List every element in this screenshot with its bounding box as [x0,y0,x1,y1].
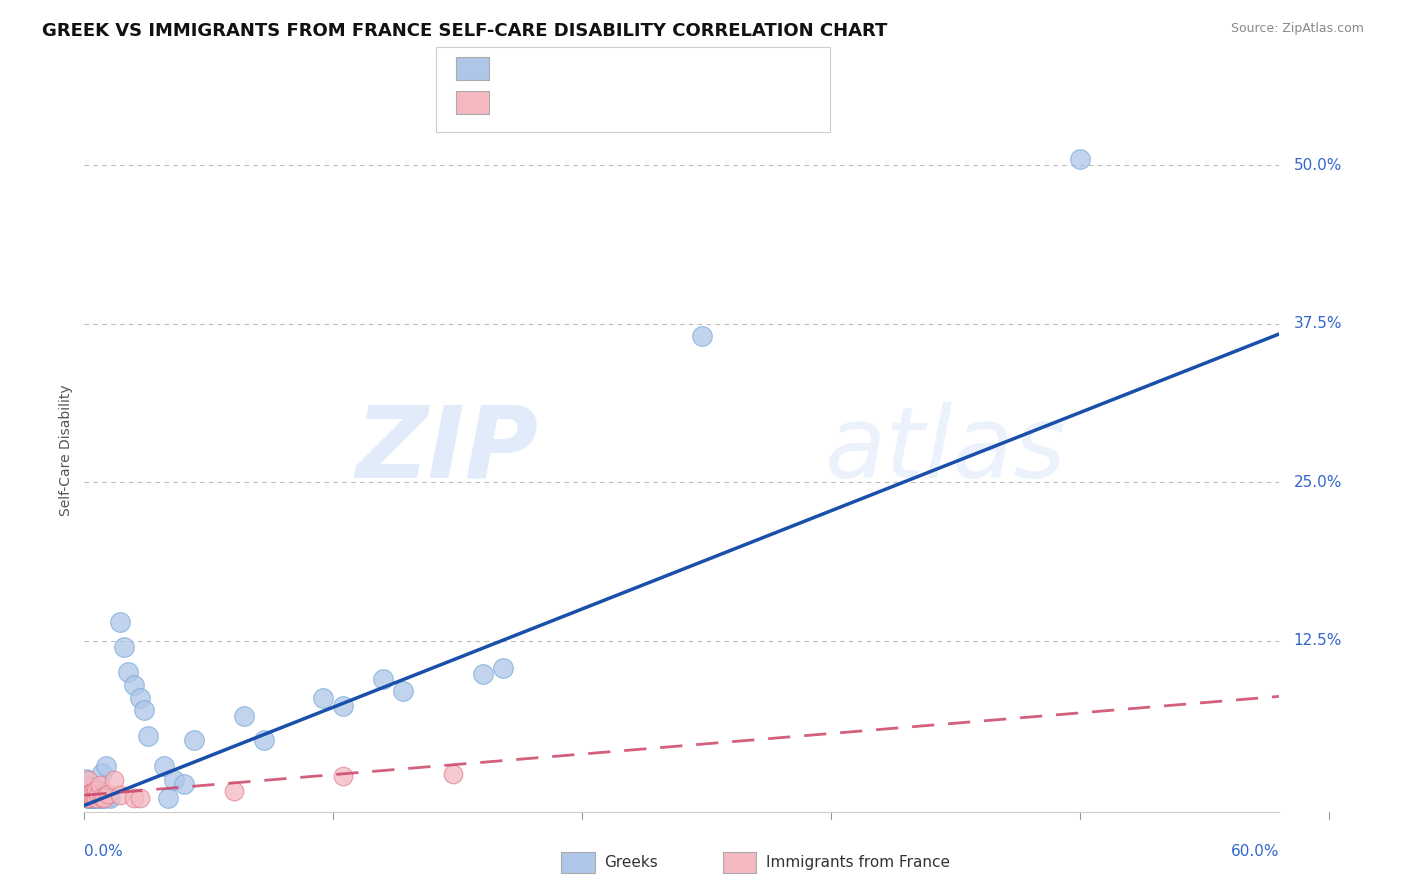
Point [112,640,135,654]
Point [157,790,180,805]
Point [77,790,100,805]
Text: 12.5%: 12.5% [1294,633,1343,648]
Text: R = 0.796   N = 49: R = 0.796 N = 49 [499,61,664,75]
Point [82,790,104,805]
Point [93,790,115,805]
Point [91,766,114,780]
Text: 37.5%: 37.5% [1294,316,1343,331]
Point [77,773,100,788]
Point [86,790,108,805]
Point [1069,152,1091,166]
Point [79,790,101,805]
Point [98,790,121,805]
Point [373,672,395,686]
Text: 25.0%: 25.0% [1294,475,1343,490]
Point [89,778,111,792]
Point [492,661,515,675]
Point [129,690,152,705]
Point [91,789,114,804]
Point [117,665,139,680]
Point [77,790,100,805]
Point [83,790,105,805]
Text: Source: ZipAtlas.com: Source: ZipAtlas.com [1230,22,1364,36]
Point [163,773,186,788]
Point [79,790,101,805]
Text: 0.0%: 0.0% [84,844,124,859]
Point [110,615,132,629]
Point [86,790,108,805]
Point [75,772,97,786]
Text: GREEK VS IMMIGRANTS FROM FRANCE SELF-CARE DISABILITY CORRELATION CHART: GREEK VS IMMIGRANTS FROM FRANCE SELF-CAR… [42,22,887,40]
Text: 50.0%: 50.0% [1294,158,1343,173]
Point [91,790,114,805]
Point [441,766,464,780]
Point [86,790,108,805]
Point [110,788,132,802]
Point [132,703,156,717]
Point [89,790,111,805]
Text: Greeks: Greeks [605,855,658,870]
Text: atlas: atlas [825,402,1067,499]
Point [86,783,108,797]
Point [136,729,159,743]
Point [83,785,105,799]
Point [97,789,120,804]
Point [89,788,111,802]
Point [87,788,110,802]
Point [232,708,254,723]
Y-axis label: Self-Care Disability: Self-Care Disability [59,384,73,516]
Point [82,789,104,803]
Point [82,790,104,805]
Point [183,733,205,747]
Point [471,667,494,681]
Point [87,784,110,798]
Text: Immigrants from France: Immigrants from France [766,855,950,870]
Point [82,786,104,800]
Point [79,786,101,800]
Point [173,777,195,791]
Point [222,784,245,798]
Point [312,691,335,706]
Point [129,790,152,805]
Text: ZIP: ZIP [356,402,538,499]
Point [122,790,145,805]
Text: 60.0%: 60.0% [1232,844,1279,859]
Point [86,786,108,800]
Point [253,732,276,747]
Point [82,780,104,794]
Point [96,759,118,773]
Point [332,698,354,713]
Point [332,769,354,783]
Point [79,787,101,801]
Point [83,790,105,805]
Point [83,789,105,804]
Point [79,789,101,804]
Point [93,790,115,805]
Text: R = 0.269   N = 22: R = 0.269 N = 22 [499,95,664,109]
Point [75,780,97,794]
Point [93,788,115,802]
Point [77,790,100,805]
Point [690,329,713,343]
Point [97,787,120,801]
Point [392,684,415,698]
Point [103,772,125,787]
Point [122,678,145,692]
Point [153,759,176,773]
Point [87,790,110,805]
